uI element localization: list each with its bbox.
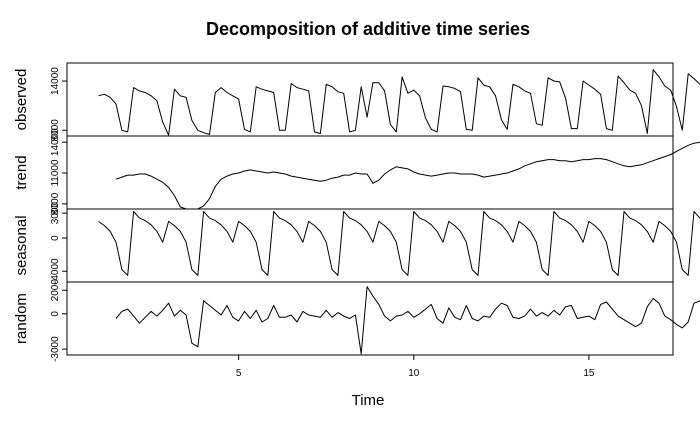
xtick-label: 10	[408, 368, 420, 379]
chart-title: Decomposition of additive time series	[206, 19, 530, 39]
ytick-label-observed: 14000	[50, 67, 61, 95]
series-line-observed	[98, 69, 700, 136]
ytick-label-trend: 8000	[50, 192, 61, 215]
panel-label-observed: observed	[13, 69, 30, 131]
ytick-label-trend: 11000	[50, 159, 61, 187]
ytick-label-random: -3000	[50, 336, 61, 362]
xtick-label: 15	[583, 368, 595, 379]
x-axis-title: Time	[352, 392, 385, 409]
panels-group: 800014000observed80001100014000trend-400…	[13, 62, 700, 362]
xtick-label: 5	[236, 368, 242, 379]
series-line-seasonal	[98, 211, 700, 276]
panel-frame-random	[66, 281, 674, 356]
ytick-label-seasonal: 0	[50, 235, 61, 241]
panel-label-trend: trend	[13, 155, 30, 189]
ytick-label-seasonal: 3000	[50, 202, 61, 225]
ytick-label-random: 0	[50, 311, 61, 317]
panel-label-random: random	[13, 293, 30, 344]
panel-frame-seasonal	[66, 208, 674, 283]
ytick-label-observed: 8000	[50, 119, 61, 142]
x-axis: 5 10 15	[236, 355, 595, 379]
panel-seasonal: -4000 0 3000 seasonal	[13, 202, 700, 284]
panel-label-seasonal: seasonal	[13, 215, 30, 275]
ytick-label-seasonal: -4000	[50, 258, 61, 284]
panel-random: -3000 0 2000 random	[13, 279, 700, 362]
panel-observed: 8000 14000 observed	[13, 62, 700, 142]
ytick-label-trend: 14000	[50, 128, 61, 156]
ytick-label-random: 2000	[50, 279, 61, 302]
panel-frame-trend	[66, 135, 674, 210]
series-line-random	[115, 286, 700, 355]
panel-trend: 8000 11000 14000 trend	[13, 128, 700, 215]
series-line-trend	[115, 141, 700, 210]
